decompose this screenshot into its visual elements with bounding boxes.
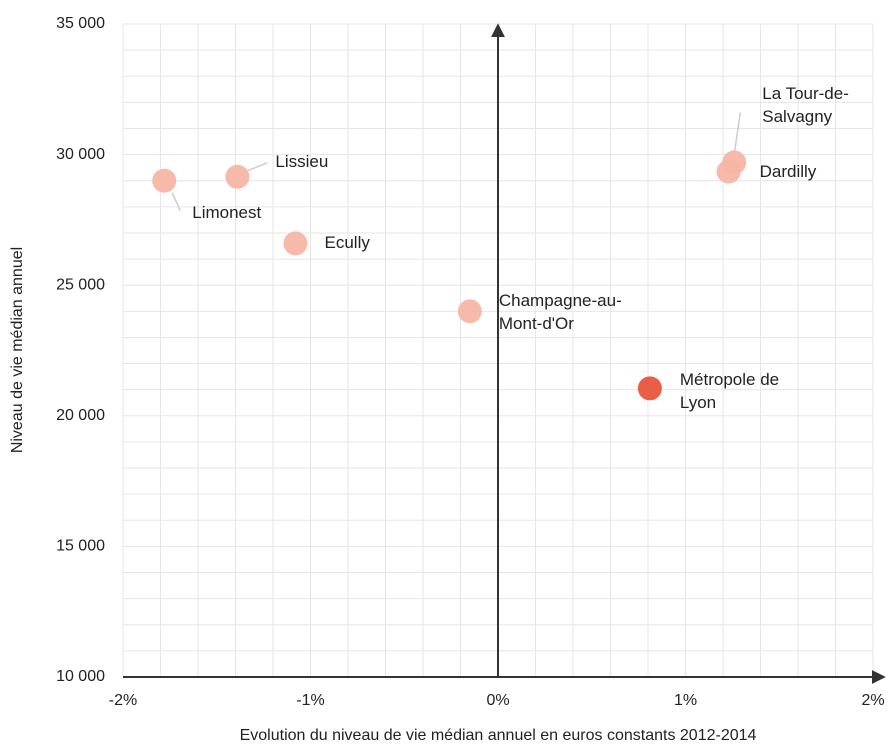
y-tick-label: 20 000: [56, 407, 105, 424]
point-label: Ecully: [324, 233, 370, 253]
x-tick-label: 2%: [861, 692, 884, 709]
y-tick-label: 25 000: [56, 276, 105, 293]
point-label: La Tour-de- Salvagny: [762, 84, 849, 127]
y-tick-label: 10 000: [56, 668, 105, 685]
point: [283, 231, 308, 256]
leader-line: [247, 162, 268, 172]
leader-line: [171, 192, 181, 212]
point: [716, 159, 741, 184]
point-label: Lissieu: [275, 151, 329, 171]
point: [225, 164, 250, 189]
y-axis-label: Niveau de vie médian annuel: [9, 247, 26, 453]
x-axis-label: Evolution du niveau de vie médian annuel…: [240, 727, 757, 744]
point-label: Champagne-au- Mont-d'Or: [498, 291, 622, 334]
point: [637, 376, 662, 401]
x-tick-label: 1%: [674, 692, 697, 709]
point-label: Dardilly: [759, 161, 817, 181]
y-tick-label: 35 000: [56, 15, 105, 32]
x-tick-label: -2%: [109, 692, 137, 709]
leader-line: [733, 112, 741, 155]
point: [457, 299, 482, 324]
point-label: Métropole de Lyon: [679, 370, 780, 413]
y-tick-label: 30 000: [56, 146, 105, 163]
point-label: Limonest: [192, 202, 262, 222]
y-tick-label: 15 000: [56, 538, 105, 555]
point: [152, 168, 177, 193]
x-tick-label: -1%: [296, 692, 324, 709]
x-tick-label: 0%: [486, 692, 509, 709]
